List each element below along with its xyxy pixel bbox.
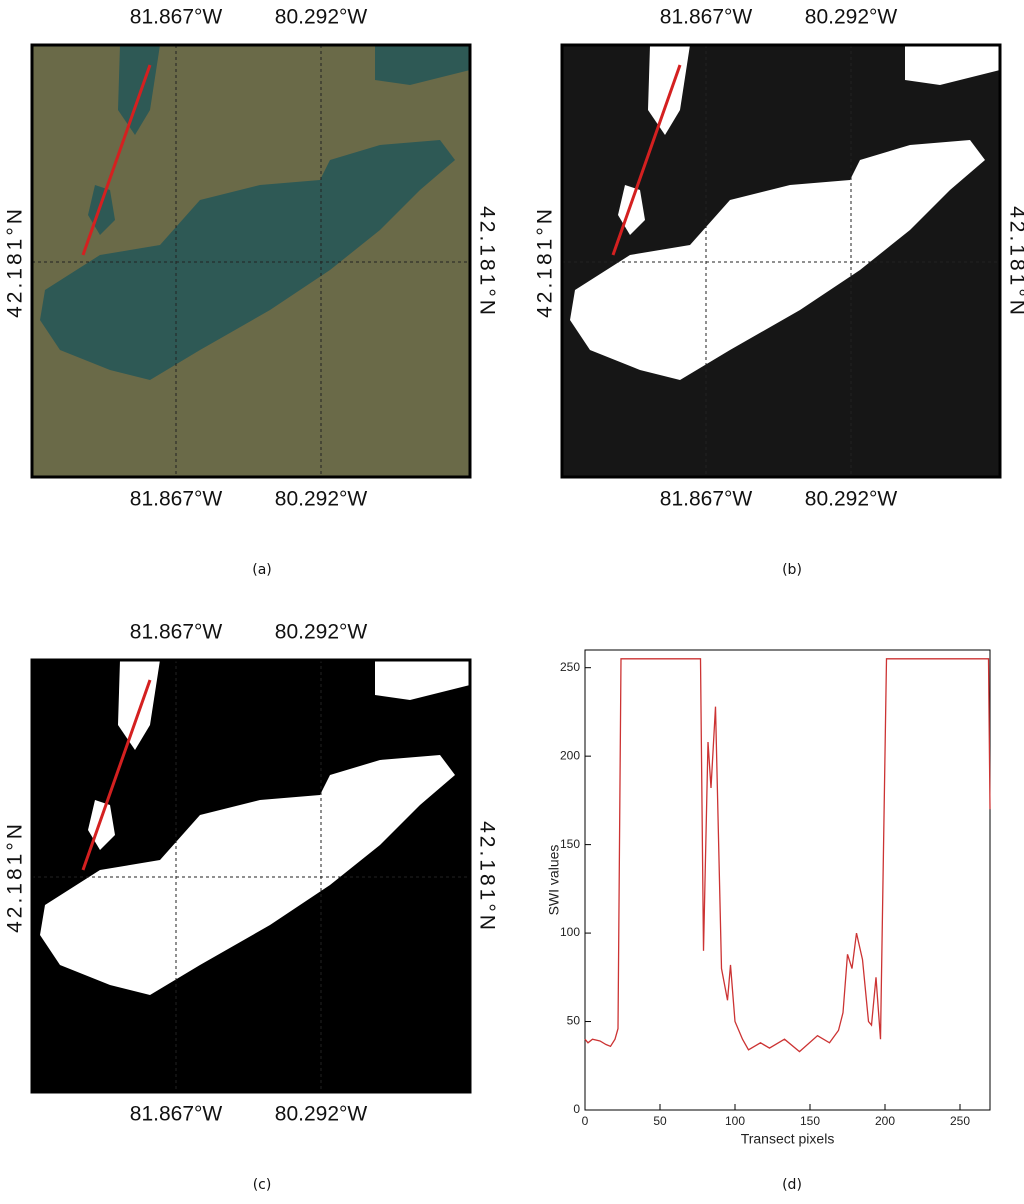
lon-label: 81.867°W — [130, 1103, 223, 1126]
caption: (b) — [782, 562, 802, 578]
lat-label: 42.181°N — [475, 821, 498, 933]
lat-label: 42.181°N — [4, 206, 27, 318]
caption: (a) — [252, 562, 272, 578]
data-line — [584, 658, 991, 1053]
labels: 81.867°W 81.867°W 80.292°W 80.292°W 42.181°N… — [4, 6, 1024, 1193]
x-tick-label: 0 — [582, 1114, 589, 1128]
y-axis-label: SWI values — [546, 845, 562, 916]
lon-label: 81.867°W — [130, 6, 223, 29]
x-tick-label: 200 — [875, 1114, 895, 1128]
caption: (c) — [253, 1177, 272, 1193]
lat-label: 42.181°N — [534, 206, 557, 318]
x-tick-label: 250 — [950, 1114, 970, 1128]
lat-label: 42.181°N — [1005, 206, 1024, 318]
lat-label: 42.181°N — [475, 206, 498, 318]
line-chart: 0 50 100 150 200 250 0 50 100 150 200 250 Transect p… — [546, 649, 991, 1193]
map-c — [30, 658, 472, 1094]
y-tick-label: 0 — [573, 1102, 580, 1116]
x-tick-label: 150 — [800, 1114, 820, 1128]
caption: (d) — [782, 1177, 802, 1193]
lat-label: 42.181°N — [4, 821, 27, 933]
lon-label: 80.292°W — [275, 488, 368, 511]
lon-label: 80.292°W — [805, 6, 898, 29]
lon-label: 80.292°W — [275, 621, 368, 644]
lon-label: 80.292°W — [805, 488, 898, 511]
map-a — [30, 43, 472, 479]
x-tick-label: 100 — [725, 1114, 745, 1128]
lon-label: 80.292°W — [275, 6, 368, 29]
y-tick-label: 200 — [560, 748, 580, 762]
y-tick-label: 100 — [560, 925, 580, 939]
lon-label: 81.867°W — [660, 488, 753, 511]
lon-label: 80.292°W — [275, 1103, 368, 1126]
y-tick-label: 250 — [560, 660, 580, 674]
lon-label: 81.867°W — [130, 488, 223, 511]
map-b — [560, 43, 1002, 479]
x-tick-label: 50 — [653, 1114, 667, 1128]
y-tick-label: 50 — [567, 1014, 581, 1028]
y-tick-label: 150 — [560, 837, 580, 851]
lon-label: 81.867°W — [130, 621, 223, 644]
x-axis-label: Transect pixels — [741, 1131, 835, 1147]
lon-label: 81.867°W — [660, 6, 753, 29]
plot-area — [584, 649, 991, 1111]
